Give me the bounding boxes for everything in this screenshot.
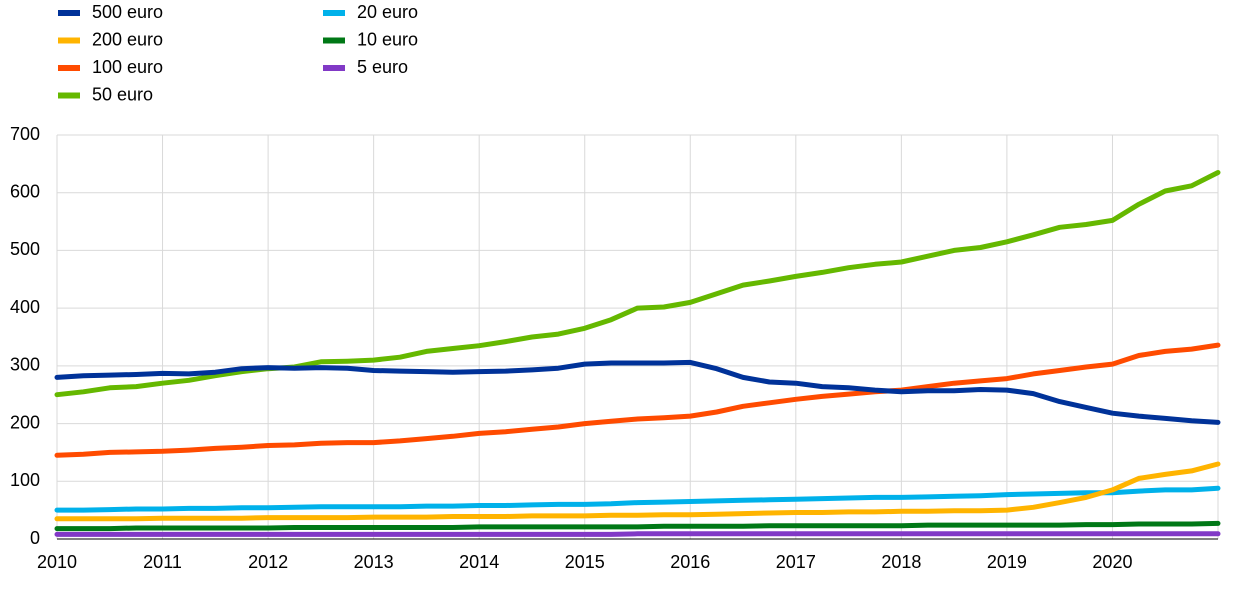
x-tick-label: 2013 [354, 552, 394, 572]
y-tick-label: 600 [10, 181, 40, 201]
y-tick-label: 700 [10, 124, 40, 144]
x-tick-label: 2010 [37, 552, 77, 572]
y-tick-label: 500 [10, 239, 40, 259]
series-line [54, 342, 1221, 458]
series-line [54, 520, 1221, 532]
x-tick-label: 2014 [459, 552, 499, 572]
y-tick-label: 400 [10, 297, 40, 317]
x-tick-label: 2012 [248, 552, 288, 572]
legend-label: 200 euro [92, 29, 163, 49]
legend-label: 500 euro [92, 2, 163, 22]
series-line [54, 485, 1221, 513]
x-tick-label: 2018 [881, 552, 921, 572]
series-line [54, 359, 1221, 425]
series-line [54, 461, 1221, 522]
x-tick-label: 2011 [143, 552, 182, 572]
legend-label: 20 euro [357, 2, 418, 22]
legend-label: 100 euro [92, 57, 163, 77]
legend-label: 50 euro [92, 84, 153, 104]
x-tick-label: 2017 [776, 552, 816, 572]
x-tick-label: 2016 [670, 552, 710, 572]
y-tick-label: 300 [10, 355, 40, 375]
legend-label: 10 euro [357, 29, 418, 49]
x-tick-label: 2019 [987, 552, 1027, 572]
series-line [54, 531, 1221, 537]
legend-label: 5 euro [357, 57, 408, 77]
y-tick-label: 100 [10, 470, 40, 490]
x-tick-label: 2020 [1092, 552, 1132, 572]
x-tick-label: 2015 [565, 552, 605, 572]
y-tick-label: 0 [30, 528, 40, 548]
y-tick-label: 200 [10, 412, 40, 432]
